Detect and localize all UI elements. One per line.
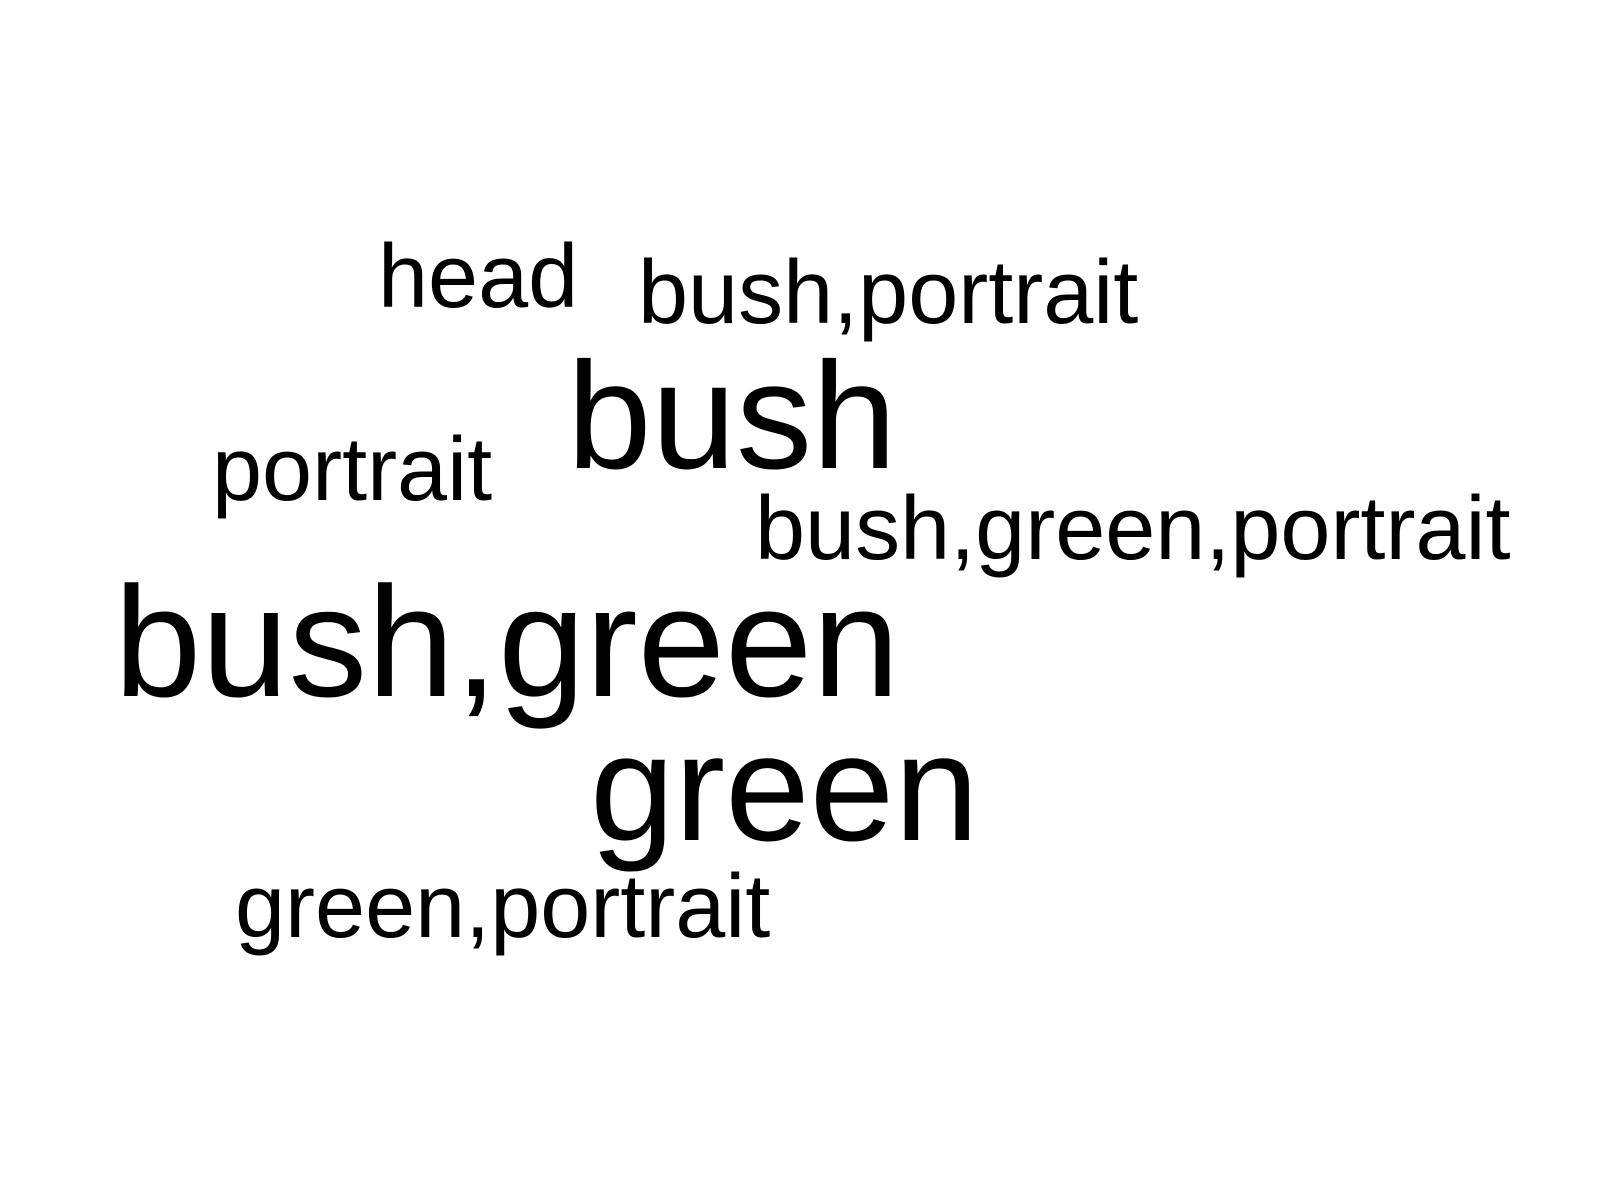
word-bush-green: bush,green (114, 555, 900, 730)
word-green-portrait: green,portrait (235, 857, 771, 957)
word-bush: bush (567, 331, 897, 501)
word-green: green (590, 703, 979, 873)
word-bush-portrait: bush,portrait (638, 243, 1139, 343)
word-bush-green-portrait: bush,green,portrait (755, 479, 1511, 579)
word-head: head (378, 227, 579, 327)
word-portrait: portrait (212, 420, 493, 520)
